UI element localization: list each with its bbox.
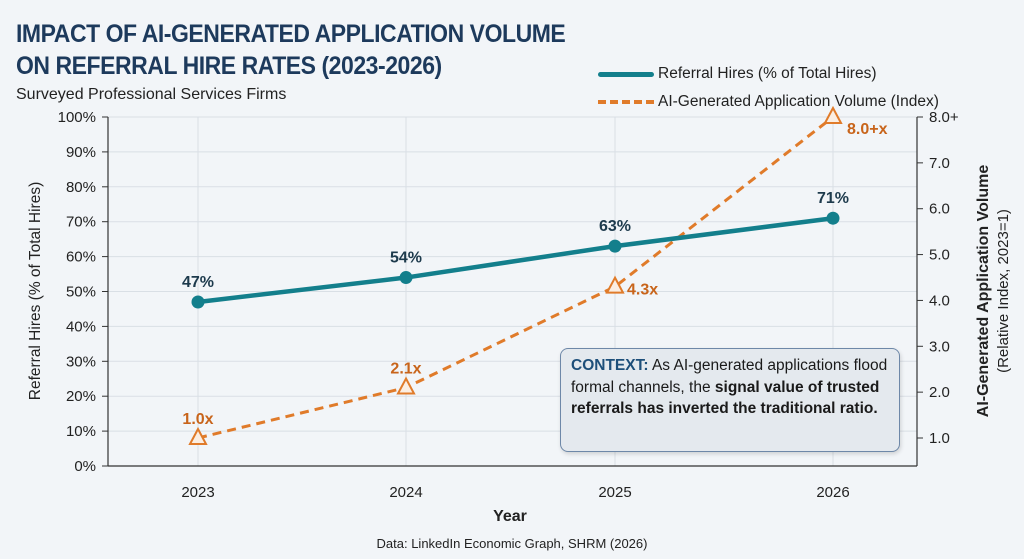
right-tick-label: 4.0 xyxy=(929,292,950,309)
referral-line xyxy=(197,215,834,305)
right-axis-label: AI-Generated Application Volume xyxy=(975,165,992,418)
referral-point xyxy=(191,295,205,309)
x-tick-label: 2023 xyxy=(181,484,214,501)
ai-volume-point xyxy=(823,105,843,124)
ai-volume-point xyxy=(605,275,625,294)
legend-swatch-dashed xyxy=(598,100,654,104)
context-text-bold: signal value of trusted referrals has in… xyxy=(571,378,880,418)
left-tick-label: 100% xyxy=(58,109,96,126)
chart-subtitle: Surveyed Professional Services Firms xyxy=(16,86,287,103)
x-axis-label: Year xyxy=(493,508,527,525)
right-tick-label: 8.0+ xyxy=(929,109,959,126)
context-label: CONTEXT: xyxy=(571,357,649,374)
left-axis-label: Referral Hires (% of Total Hires) xyxy=(27,182,44,401)
left-tick-label: 80% xyxy=(66,179,96,196)
right-axis-sublabel: (Relative Index, 2023=1) xyxy=(995,209,1012,373)
left-tick-label: 60% xyxy=(66,249,96,266)
x-tick-label: 2025 xyxy=(598,484,631,501)
left-tick-label: 90% xyxy=(66,144,96,161)
legend-swatch-solid xyxy=(598,71,654,77)
title-line-2: ON REFERRAL HIRE RATES (2023-2026) xyxy=(16,52,442,80)
chart-title: IMPACT OF AI-GENERATED APPLICATION VOLUM… xyxy=(16,18,566,82)
left-tick-label: 20% xyxy=(66,388,96,405)
referral-point xyxy=(826,211,840,225)
ai-volume-point xyxy=(188,426,208,445)
right-tick-label: 1.0 xyxy=(929,430,950,447)
source-note: Data: LinkedIn Economic Graph, SHRM (202… xyxy=(376,536,648,551)
ai-volume-data-label: 2.1x xyxy=(390,361,421,378)
right-tick-label: 7.0 xyxy=(929,155,950,172)
left-tick-label: 0% xyxy=(74,458,96,475)
ai-volume-data-label: 8.0+x xyxy=(847,121,888,138)
referral-data-label: 71% xyxy=(817,190,849,207)
ai-volume-data-label: 1.0x xyxy=(182,411,213,428)
left-tick-label: 50% xyxy=(66,284,96,301)
left-tick-label: 10% xyxy=(66,423,96,440)
context-annotation: CONTEXT: As AI-generated applications fl… xyxy=(560,348,900,452)
ai-volume-line xyxy=(197,115,834,440)
left-tick-label: 40% xyxy=(66,318,96,335)
x-tick-label: 2026 xyxy=(816,484,849,501)
referral-data-label: 47% xyxy=(182,274,214,291)
legend: Referral Hires (% of Total Hires) AI-Gen… xyxy=(598,60,939,116)
legend-label: AI-Generated Application Volume (Index) xyxy=(658,93,939,110)
x-tick-label: 2024 xyxy=(389,484,422,501)
context-text: As AI-generated applications flood forma… xyxy=(571,357,888,396)
legend-label: Referral Hires (% of Total Hires) xyxy=(658,65,877,82)
right-tick-label: 3.0 xyxy=(929,338,950,355)
right-tick-label: 2.0 xyxy=(929,384,950,401)
left-tick-label: 30% xyxy=(66,353,96,370)
left-tick-label: 70% xyxy=(66,214,96,231)
right-tick-label: 6.0 xyxy=(929,201,950,218)
referral-data-label: 54% xyxy=(390,250,422,267)
right-tick-label: 5.0 xyxy=(929,247,950,264)
referral-point xyxy=(399,271,413,285)
referral-data-label: 63% xyxy=(599,218,631,235)
legend-item-referral: Referral Hires (% of Total Hires) xyxy=(598,60,939,88)
ai-volume-data-label: 4.3x xyxy=(627,282,658,299)
title-line-1: IMPACT OF AI-GENERATED APPLICATION VOLUM… xyxy=(16,20,566,48)
referral-point xyxy=(608,239,622,253)
ai-volume-point xyxy=(396,376,416,395)
legend-item-ai-volume: AI-Generated Application Volume (Index) xyxy=(598,88,939,116)
